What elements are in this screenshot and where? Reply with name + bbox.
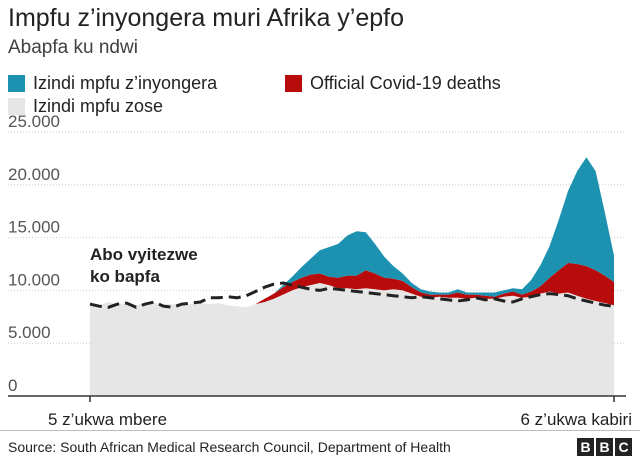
x-axis: 5 z’ukwa mbere 6 z’ukwa kabiri	[8, 395, 633, 429]
bbc-logo-letter-2: B	[596, 438, 613, 456]
legend-label-other: Izindi mpfu zose	[33, 96, 164, 116]
y-tick-label: 0	[8, 376, 17, 395]
y-tick-label: 25.000	[8, 112, 60, 131]
annotation-line-2: ko bapfa	[90, 267, 160, 286]
legend-swatch-covid	[285, 75, 302, 92]
y-tick-label: 10.000	[8, 270, 60, 289]
footer: Source: South African Medical Research C…	[0, 430, 640, 463]
bbc-logo-letter-3: C	[615, 438, 632, 456]
area-other-deaths	[90, 283, 614, 396]
bbc-logo: B B C	[575, 438, 632, 456]
chart-subtitle: Abapfa ku ndwi	[8, 37, 138, 58]
bbc-logo-letter-1: B	[577, 438, 594, 456]
expected-deaths-line	[89, 281, 615, 309]
y-tick-label: 20.000	[8, 165, 60, 184]
legend-item-excess-deaths: Izindi mpfu z’inyongera	[8, 73, 217, 94]
y-axis: 0 5.000 10.000 15.000 20.000 25.000	[8, 112, 60, 395]
x-tick-label: 6 z’ukwa kabiri	[521, 410, 633, 429]
annotation-line-1: Abo vyitezwe	[90, 245, 198, 264]
area-official-covid-deaths	[90, 262, 614, 308]
legend-label-excess: Izindi mpfu z’inyongera	[33, 73, 218, 93]
legend-swatch-other	[8, 98, 25, 115]
y-tick-label: 15.000	[8, 218, 60, 237]
y-tick-label: 5.000	[8, 323, 51, 342]
excess-deaths-chart: 0 5.000 10.000 15.000 20.000 25.000 5 z’ukwa …	[8, 112, 633, 429]
legend-label-covid: Official Covid-19 deaths	[310, 73, 501, 93]
legend-item-official-covid: Official Covid-19 deaths	[285, 73, 501, 94]
chart-title: Impfu z’inyongera muri Afrika y’epfo	[8, 4, 405, 32]
area-series	[89, 157, 615, 396]
legend-item-other-deaths: Izindi mpfu zose	[8, 96, 163, 117]
x-tick-label: 5 z’ukwa mbere	[48, 410, 167, 429]
source-text: Source: South African Medical Research C…	[8, 439, 451, 455]
legend-swatch-excess	[8, 75, 25, 92]
